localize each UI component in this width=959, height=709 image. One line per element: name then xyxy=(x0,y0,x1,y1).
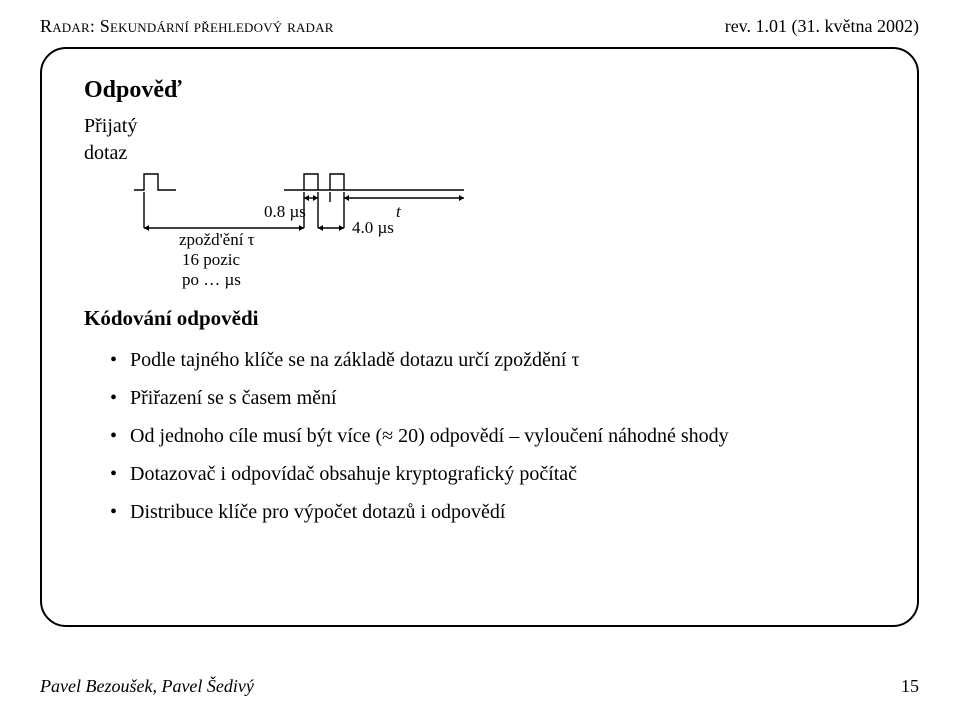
subtitle-line1: Přijatý xyxy=(84,114,875,139)
list-item: Od jednoho cíle musí být více (≈ 20) odp… xyxy=(110,423,875,449)
list-item: Přiřazení se s časem mění xyxy=(110,385,875,411)
header-right: rev. 1.01 (31. května 2002) xyxy=(725,16,919,37)
label-4-0us: 4.0 µs xyxy=(352,218,394,238)
footer-authors: Pavel Bezoušek, Pavel Šedivý xyxy=(40,676,254,697)
subheading: Kódování odpovědi xyxy=(84,306,875,331)
list-item: Distribuce klíče pro výpočet dotazů i od… xyxy=(110,499,875,525)
timing-diagram: 0.8 µs t zpožd'ění τ 4.0 µs 16 pozic po … xyxy=(134,168,494,298)
page: Radar: Sekundární přehledový radar rev. … xyxy=(0,0,959,709)
bullet-list: Podle tajného klíče se na základě dotazu… xyxy=(110,347,875,525)
list-item: Dotazovač i odpovídač obsahuje kryptogra… xyxy=(110,461,875,487)
label-zpozdeni-tau: zpožd'ění τ xyxy=(179,230,255,250)
running-header: Radar: Sekundární přehledový radar rev. … xyxy=(40,16,919,37)
content-frame: Odpověď Přijatý dotaz xyxy=(40,47,919,627)
label-po-us: po … µs xyxy=(182,270,241,290)
subtitle-line2: dotaz xyxy=(84,141,875,166)
footer-page-number: 15 xyxy=(901,676,919,697)
section-title: Odpověď xyxy=(84,77,875,104)
label-t: t xyxy=(396,202,401,222)
label-0-8us: 0.8 µs xyxy=(264,202,306,222)
list-item: Podle tajného klíče se na základě dotazu… xyxy=(110,347,875,373)
header-left: Radar: Sekundární přehledový radar xyxy=(40,16,334,37)
running-footer: Pavel Bezoušek, Pavel Šedivý 15 xyxy=(40,676,919,697)
label-16-pozic: 16 pozic xyxy=(182,250,240,270)
